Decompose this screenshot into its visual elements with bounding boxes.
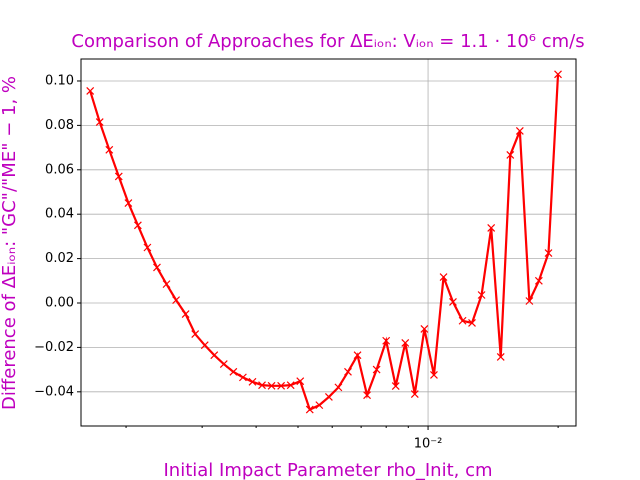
marker xyxy=(458,316,467,325)
marker xyxy=(525,297,534,305)
marker xyxy=(515,127,524,135)
chart-title: Comparison of Approaches for ΔEᵢₒₙ: Vᵢₒₙ… xyxy=(71,31,584,52)
marker xyxy=(153,263,161,272)
marker xyxy=(95,118,104,126)
marker xyxy=(410,390,419,398)
y-tick-label: 0.04 xyxy=(45,207,74,222)
marker xyxy=(401,339,410,347)
marker xyxy=(133,221,142,230)
y-tick-label: 0.02 xyxy=(45,251,74,266)
marker xyxy=(468,319,476,327)
marker xyxy=(496,353,505,361)
y-tick-label: −0.02 xyxy=(34,340,74,355)
marker xyxy=(487,224,496,232)
marker xyxy=(391,382,400,390)
marker xyxy=(191,330,200,339)
plot-frame xyxy=(80,58,577,427)
marker xyxy=(258,381,266,390)
marker xyxy=(248,377,257,386)
marker xyxy=(143,243,152,252)
y-tick-label: −0.04 xyxy=(34,384,74,399)
marker xyxy=(172,296,181,305)
marker xyxy=(324,392,333,401)
marker xyxy=(420,325,429,333)
marker xyxy=(372,365,381,374)
x-tick-label: 10⁻² xyxy=(414,437,443,452)
marker xyxy=(124,199,133,208)
marker xyxy=(238,373,247,382)
marker xyxy=(286,381,295,390)
marker xyxy=(277,381,286,390)
marker xyxy=(382,336,391,345)
marker xyxy=(267,381,276,390)
y-tick-label: 0.08 xyxy=(45,118,74,133)
marker xyxy=(334,383,343,392)
marker xyxy=(554,70,562,79)
marker xyxy=(430,371,438,379)
y-tick-label: 0.00 xyxy=(45,296,74,311)
marker xyxy=(162,280,171,289)
marker xyxy=(105,145,114,154)
marker xyxy=(353,351,362,360)
marker xyxy=(181,310,190,319)
y-tick-label: 0.10 xyxy=(45,73,74,88)
marker xyxy=(200,341,209,350)
marker xyxy=(210,351,219,360)
marker xyxy=(86,87,95,95)
marker xyxy=(219,360,228,368)
data-line xyxy=(89,74,560,412)
marker xyxy=(114,172,123,181)
marker xyxy=(315,401,324,410)
marker xyxy=(449,297,457,306)
marker xyxy=(439,273,448,281)
marker xyxy=(477,291,486,299)
marker xyxy=(544,249,553,257)
x-axis-label: Initial Impact Parameter rho_Init, cm xyxy=(163,460,492,480)
marker xyxy=(363,391,371,400)
marker xyxy=(506,150,515,159)
y-tick-label: 0.06 xyxy=(45,162,74,177)
marker xyxy=(305,405,314,414)
y-axis-label: Difference of ΔEᵢₒₙ: "GC"/"ME" − 1, % xyxy=(0,76,20,410)
marker xyxy=(296,377,305,386)
marker xyxy=(534,276,543,285)
marker xyxy=(229,367,238,376)
marker xyxy=(344,367,352,376)
